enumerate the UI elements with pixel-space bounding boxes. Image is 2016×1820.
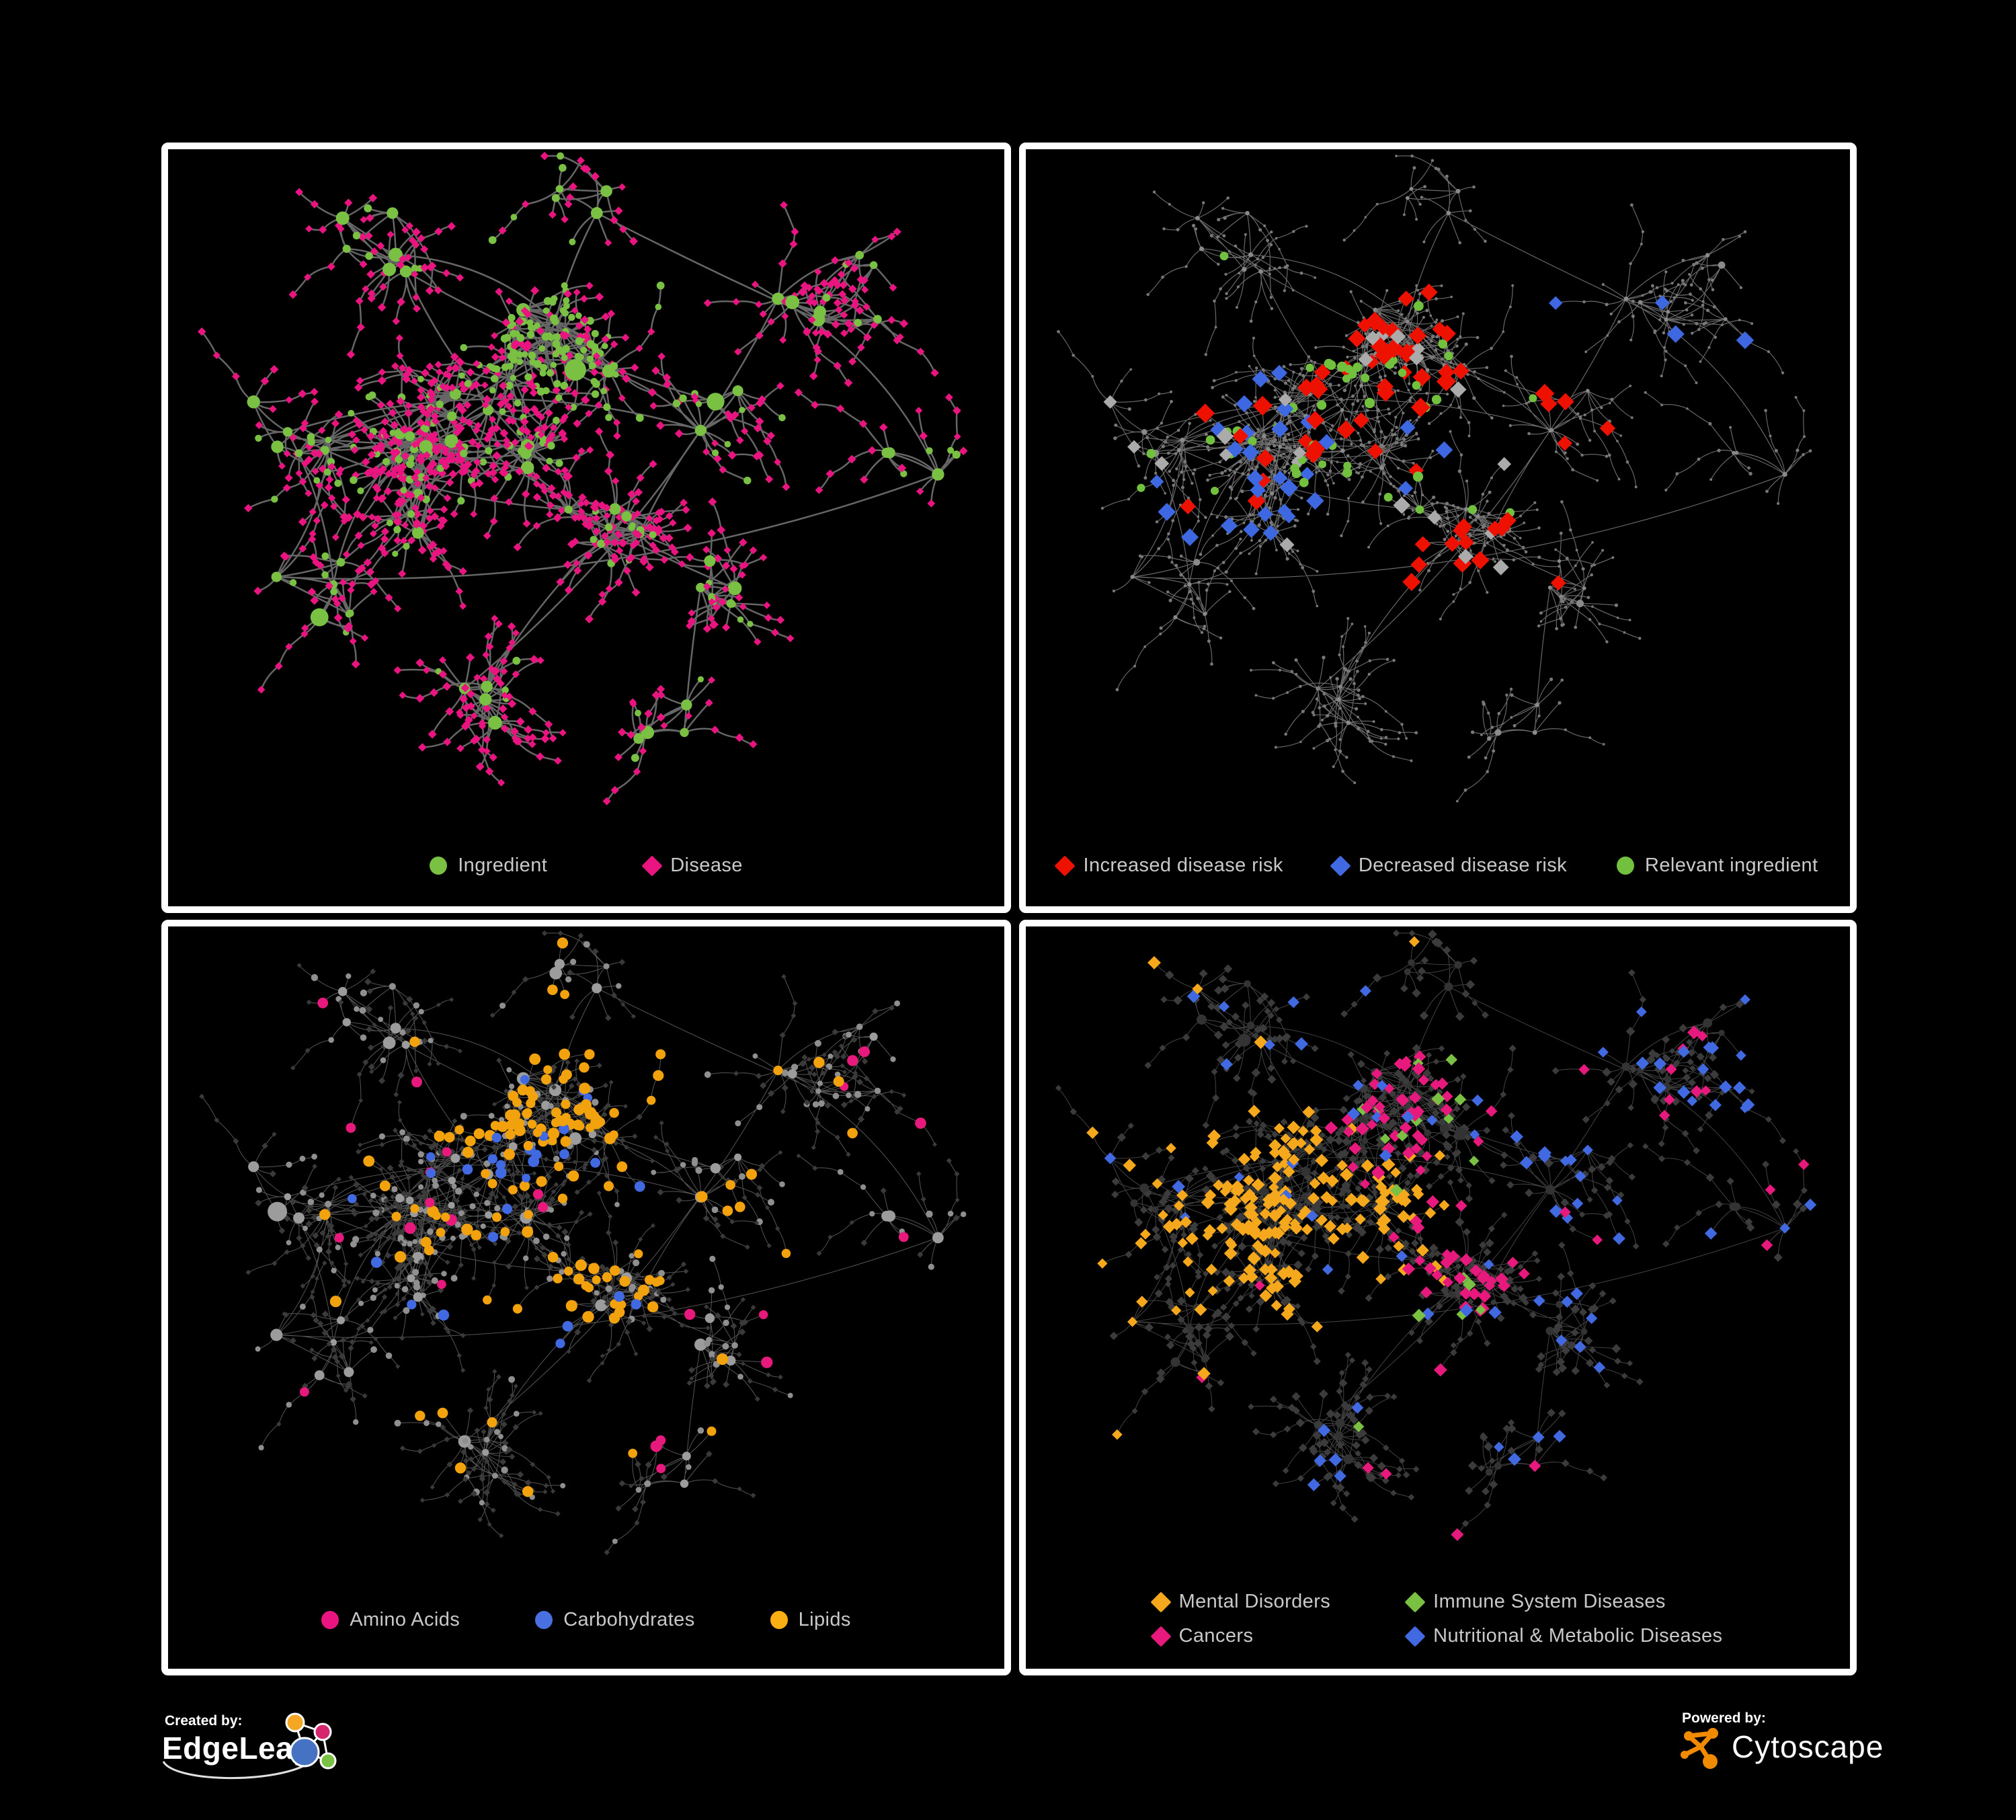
cytoscape-logo: Powered by: Cytoscape xyxy=(1681,1710,1884,1769)
panel-ingredient-disease-network: Ingredient Disease xyxy=(161,143,1011,913)
legend-label: Amino Acids xyxy=(350,1609,460,1630)
edgeleap-logo: Created by: EdgeLeap xyxy=(162,1712,337,1780)
legend-diamond-swatch-icon xyxy=(641,855,663,877)
legend-circle-swatch-icon xyxy=(535,1611,553,1629)
legend-item-lipids: Lipids xyxy=(770,1609,851,1631)
network-edges xyxy=(1058,933,1811,1535)
cytoscape-graph-edges-icon xyxy=(1683,1731,1715,1763)
edgeleap-node-magenta-icon xyxy=(313,1723,332,1741)
legend-label: Carbohydrates xyxy=(563,1609,695,1630)
cytoscape-node-icon xyxy=(1707,1728,1718,1739)
cytoscape-node-icon xyxy=(1684,1731,1693,1741)
legend-circle-swatch-icon xyxy=(770,1611,788,1629)
network-graph-ingredient-disease xyxy=(197,151,968,805)
highlighted-nodes xyxy=(299,937,926,1497)
panel-disease-risk-network: Increased disease risk Decreased disease … xyxy=(1019,143,1857,913)
legend-diamond-swatch-icon xyxy=(1404,1625,1426,1647)
legend-diamond-swatch-icon xyxy=(1150,1625,1172,1647)
legend-item-carbohydrates: Carbohydrates xyxy=(535,1609,694,1631)
network-graph-nutrient-classes xyxy=(199,930,967,1556)
legend-item-cancers: Cancers xyxy=(1150,1625,1254,1647)
network-nodes xyxy=(197,151,968,805)
edgeleap-wordmark: EdgeLeap xyxy=(162,1731,313,1766)
cytoscape-node-icon xyxy=(1681,1751,1689,1759)
network-edges xyxy=(1057,155,1811,802)
legend-item-relevant-ingredient: Relevant ingredient xyxy=(1617,855,1818,877)
legend-diamond-swatch-icon xyxy=(1150,1591,1172,1613)
created-by-label: Created by: xyxy=(165,1713,243,1729)
highlighted-nodes xyxy=(1086,936,1817,1541)
legend-disease-risk: Increased disease risk Decreased disease … xyxy=(1026,855,1850,877)
legend-diamond-swatch-icon xyxy=(1330,855,1351,877)
network-nodes xyxy=(1057,154,1812,803)
network-edges xyxy=(201,933,964,1553)
edgeleap-swoosh xyxy=(162,1761,308,1780)
legend-label: Ingredient xyxy=(458,855,548,876)
legend-item-nutritional-metabolic-diseases: Nutritional & Metabolic Diseases xyxy=(1404,1625,1723,1647)
legend-label: Relevant ingredient xyxy=(1645,855,1818,876)
legend-label: Disease xyxy=(670,855,743,876)
legend-item-mental-disorders: Mental Disorders xyxy=(1150,1591,1331,1613)
legend-label: Cancers xyxy=(1178,1625,1254,1647)
legend-circle-swatch-icon xyxy=(430,857,448,875)
edgeleap-node-orange-icon xyxy=(285,1712,305,1733)
network-graph-disease-classes xyxy=(1055,929,1817,1541)
legend-label: Mental Disorders xyxy=(1178,1591,1331,1612)
cytoscape-node-icon xyxy=(1703,1754,1718,1769)
legend-item-decreased-disease-risk: Decreased disease risk xyxy=(1330,855,1568,877)
panel-nutrient-classes-network: Amino Acids Carbohydrates Lipids xyxy=(161,920,1011,1675)
legend-label: Nutritional & Metabolic Diseases xyxy=(1433,1625,1723,1647)
legend-label: Immune System Diseases xyxy=(1433,1591,1666,1612)
network-nodes xyxy=(199,930,967,1556)
cytoscape-wordmark: Cytoscape xyxy=(1732,1729,1884,1764)
legend-ingredient-disease: Ingredient Disease xyxy=(168,855,1004,877)
legend-item-ingredient: Ingredient xyxy=(430,855,547,877)
legend-circle-swatch-icon xyxy=(1617,857,1635,875)
legend-disease-classes: Mental Disorders Immune System Diseases Ca… xyxy=(1026,1591,1850,1647)
legend-label: Lipids xyxy=(798,1609,851,1630)
legend-nutrient-classes: Amino Acids Carbohydrates Lipids xyxy=(168,1609,1004,1631)
legend-label: Decreased disease risk xyxy=(1358,855,1568,876)
edgeleap-node-green-icon xyxy=(319,1752,337,1770)
legend-item-increased-disease-risk: Increased disease risk xyxy=(1054,855,1283,877)
legend-item-immune-system-diseases: Immune System Diseases xyxy=(1404,1591,1666,1613)
edgeleap-node-blue-icon xyxy=(289,1737,320,1768)
legend-item-amino-acids: Amino Acids xyxy=(321,1609,460,1631)
legend-label: Increased disease risk xyxy=(1083,855,1283,876)
legend-diamond-swatch-icon xyxy=(1054,855,1076,877)
network-graph-disease-risk xyxy=(1057,154,1812,803)
cytoscape-node-icon xyxy=(1697,1743,1704,1750)
legend-item-disease: Disease xyxy=(641,855,743,877)
highlighted-nodes xyxy=(1103,251,1755,592)
legend-circle-swatch-icon xyxy=(321,1611,339,1629)
legend-diamond-swatch-icon xyxy=(1404,1591,1426,1613)
powered-by-label: Powered by: xyxy=(1682,1710,1766,1726)
panel-disease-classes-network: Mental Disorders Immune System Diseases Ca… xyxy=(1019,920,1857,1675)
